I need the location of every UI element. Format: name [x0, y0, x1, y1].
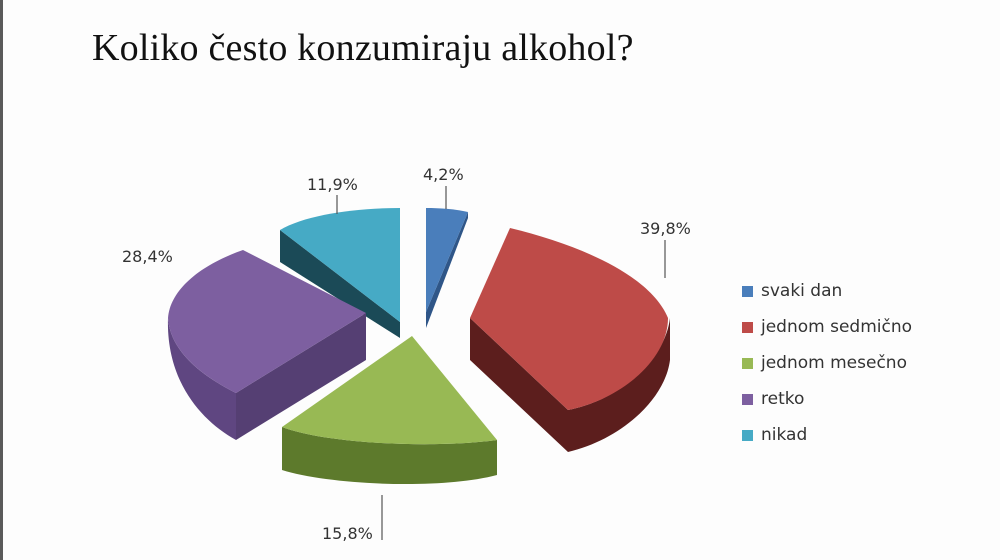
- legend-label: svaki dan: [761, 281, 843, 301]
- legend-swatch-retko: [742, 393, 753, 405]
- legend-label: jednom mesečno: [761, 353, 907, 373]
- legend-item-nikad: nikad: [742, 417, 912, 453]
- leader-lines: [336, 186, 666, 540]
- slice-svaki-dan: [426, 208, 468, 328]
- left-border: [0, 0, 3, 560]
- slice-jednom-mesecno: [282, 336, 497, 485]
- legend-label: nikad: [761, 425, 808, 445]
- label-jednom-mesecno: 15,8%: [322, 524, 373, 543]
- legend-swatch-jednom-sedmicno: [742, 321, 753, 333]
- legend-swatch-svaki-dan: [742, 285, 753, 297]
- legend-swatch-jednom-mesecno: [742, 357, 753, 369]
- slice-jednom-sedmicno: [470, 228, 670, 452]
- label-jednom-sedmicno: 39,8%: [640, 219, 691, 238]
- label-nikad: 11,9%: [307, 175, 358, 194]
- slice-nikad: [280, 208, 400, 338]
- slice-retko: [167, 250, 366, 440]
- chart-legend: svaki dan jednom sedmično jednom mesečno…: [742, 273, 912, 453]
- legend-item-retko: retko: [742, 381, 912, 417]
- label-retko: 28,4%: [122, 247, 173, 266]
- legend-item-svaki-dan: svaki dan: [742, 273, 912, 309]
- legend-label: jednom sedmično: [761, 317, 913, 337]
- legend-label: retko: [761, 389, 805, 409]
- chart-title: Koliko često konzumiraju alkohol?: [92, 27, 634, 69]
- legend-swatch-nikad: [742, 429, 753, 441]
- legend-item-jednom-sedmicno: jednom sedmično: [742, 309, 912, 345]
- label-svaki-dan: 4,2%: [423, 165, 464, 184]
- legend-item-jednom-mesecno: jednom mesečno: [742, 345, 912, 381]
